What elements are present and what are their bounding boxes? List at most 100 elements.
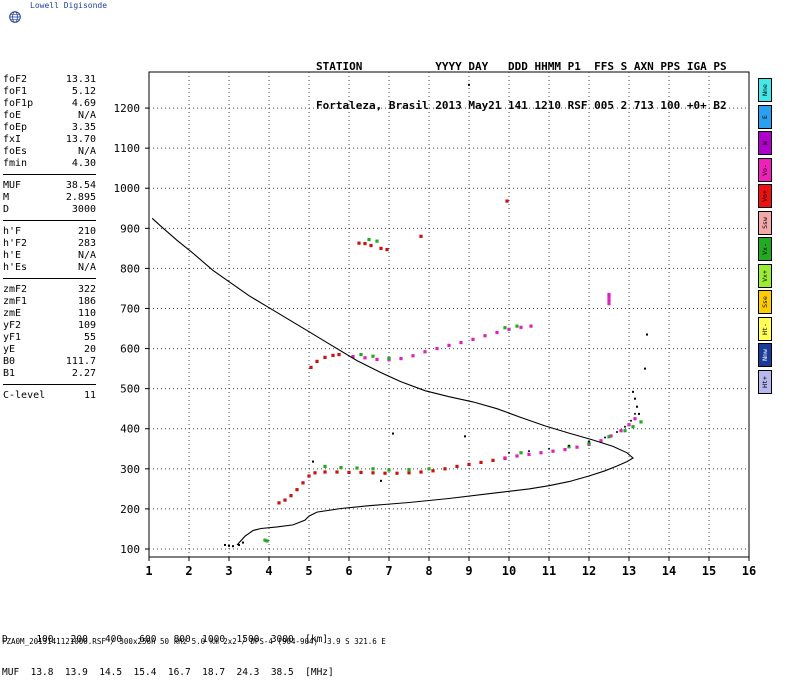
echo-point (228, 544, 230, 547)
y-tick-label: 800 (120, 262, 140, 275)
parameter-label: h'F (3, 226, 22, 237)
parameter-label: D (3, 204, 10, 215)
parameter-row: M 2.895 (3, 192, 96, 204)
echo-point (283, 498, 287, 502)
echo-point (371, 471, 375, 475)
echo-point (519, 451, 523, 455)
muf-table: D 100 200 400 600 800 1000 1500 3000 [km… (2, 612, 334, 689)
parameter-divider (3, 384, 96, 385)
legend-label: Vo+ (761, 190, 769, 202)
legend-label: Ht+ (761, 375, 769, 388)
echo-point (630, 419, 632, 422)
legend-item: Vx+ (758, 263, 772, 288)
echo-point (479, 460, 483, 465)
x-tick-label: 16 (742, 564, 756, 578)
x-tick-label: 2 (185, 564, 192, 578)
parameter-label: yF2 (3, 320, 22, 331)
echo-point (633, 417, 637, 421)
x-tick-label: 13 (622, 564, 636, 578)
echo-point (503, 456, 507, 460)
echo-point (265, 539, 269, 543)
echo-point (447, 343, 451, 347)
legend-label: Ht- (761, 322, 769, 335)
muf-value-row: MUF 13.8 13.9 14.5 15.4 16.7 18.7 24.3 3… (2, 667, 334, 678)
echo-point (238, 543, 240, 546)
legend-item: Nnw (758, 343, 772, 367)
parameter-value: 109 (77, 320, 96, 331)
parameter-label: fxI (3, 134, 22, 145)
echo-point (339, 466, 343, 470)
parameter-label: yE (3, 344, 16, 355)
echo-point (567, 445, 571, 449)
parameter-label: zmF1 (3, 296, 28, 307)
echo-point (359, 352, 363, 357)
y-tick-label: 700 (120, 302, 140, 315)
y-tick-label: 100 (120, 543, 140, 556)
y-tick-label: 1000 (114, 182, 141, 195)
echo-point (471, 337, 475, 341)
echo-point (619, 429, 623, 433)
echo-point (331, 353, 335, 357)
echo-point (323, 470, 327, 474)
echo-point (392, 432, 394, 435)
echo-point (634, 412, 636, 415)
x-tick-label: 12 (582, 564, 596, 578)
parameter-row: h'Es N/A (3, 262, 96, 274)
x-tick-label: 5 (305, 564, 312, 578)
echo-point (363, 241, 367, 246)
parameter-label: B1 (3, 368, 16, 379)
parameter-row: B1 2.27 (3, 368, 96, 380)
parameter-divider (3, 278, 96, 279)
echo-point (468, 83, 470, 86)
legend-label: Ssw (761, 216, 769, 229)
echo-point (607, 298, 611, 303)
parameter-row: yF1 55 (3, 332, 96, 344)
echo-point (443, 467, 447, 471)
echo-point (495, 330, 499, 335)
echo-point (351, 354, 355, 359)
echo-point (459, 340, 463, 345)
echo-point (435, 346, 439, 351)
echo-point (407, 468, 411, 472)
density-profile-line (151, 217, 634, 546)
echo-point (515, 324, 519, 328)
legend-item: E (758, 104, 772, 129)
echo-point (539, 451, 543, 455)
parameter-value: 3.35 (71, 122, 96, 133)
legend-label: Nnw (761, 349, 769, 361)
legend-item: Nne (758, 78, 772, 102)
legend-item: W (758, 131, 772, 155)
echo-point (419, 470, 423, 474)
parameter-value: 210 (77, 226, 96, 237)
echo-point (385, 247, 389, 252)
y-tick-label: 1100 (114, 142, 141, 155)
echo-point (623, 429, 627, 433)
echo-point (646, 333, 648, 336)
station-header: STATION YYYY DAY DDD HHMM P1 FFS S AXN P… (316, 34, 727, 125)
parameter-value: 13.31 (65, 74, 96, 85)
parameter-value: 110 (77, 308, 96, 319)
echo-point (491, 458, 495, 463)
parameter-label: MUF (3, 180, 22, 191)
parameter-label: fmin (3, 158, 28, 169)
parameter-value: 38.54 (65, 180, 96, 191)
echo-point (289, 494, 293, 498)
echo-point (639, 420, 643, 424)
legend-label: Vx- (761, 243, 769, 255)
echo-point (624, 425, 626, 428)
echo-point (529, 324, 533, 328)
echo-point (387, 358, 391, 362)
echo-point (375, 357, 379, 361)
echo-point (242, 541, 244, 544)
parameter-label: h'E (3, 250, 22, 261)
echo-point (519, 325, 523, 329)
echo-point (638, 412, 640, 415)
echo-point (323, 355, 327, 359)
echo-point (363, 356, 367, 360)
echo-point (315, 359, 319, 363)
echo-point (399, 356, 403, 361)
echo-point (224, 543, 226, 546)
parameter-value: 4.69 (71, 98, 96, 109)
echo-point (528, 450, 530, 453)
legend-item: Ssw (758, 210, 772, 235)
